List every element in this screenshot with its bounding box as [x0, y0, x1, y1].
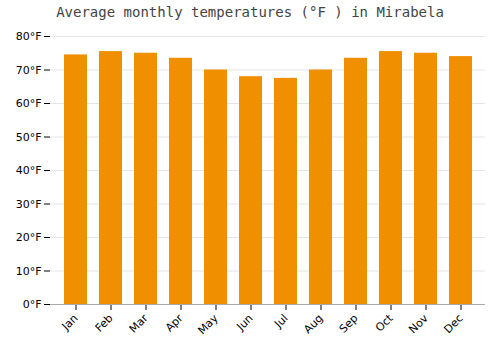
svg-text:Jun: Jun	[234, 312, 256, 334]
svg-text:Nov: Nov	[406, 311, 431, 336]
svg-text:60°F: 60°F	[16, 97, 42, 110]
html-text:Average monthly temperatures (: Average monthly temperatures (°F ) in Mi…	[56, 4, 444, 20]
svg-text:Oct: Oct	[373, 311, 396, 334]
svg-text:Apr: Apr	[163, 311, 186, 334]
svg-text:Jan: Jan	[59, 312, 81, 334]
svg-text:10°F: 10°F	[16, 265, 42, 278]
svg-text:30°F: 30°F	[16, 198, 42, 211]
svg-text:0°F: 0°F	[23, 298, 42, 311]
svg-text:Sep: Sep	[337, 312, 361, 336]
svg-text:80°F: 80°F	[16, 30, 42, 43]
svg-text:Aug: Aug	[301, 312, 325, 336]
svg-text:Mar: Mar	[127, 311, 151, 335]
svg-text:70°F: 70°F	[16, 64, 42, 77]
svg-text:May: May	[195, 311, 221, 337]
svg-text:Dec: Dec	[441, 312, 465, 336]
svg-text:Jul: Jul	[271, 312, 290, 331]
svg-text:20°F: 20°F	[16, 231, 42, 244]
svg-text:40°F: 40°F	[16, 164, 42, 177]
svg-text:50°F: 50°F	[16, 131, 42, 144]
svg-text:Feb: Feb	[93, 312, 116, 335]
